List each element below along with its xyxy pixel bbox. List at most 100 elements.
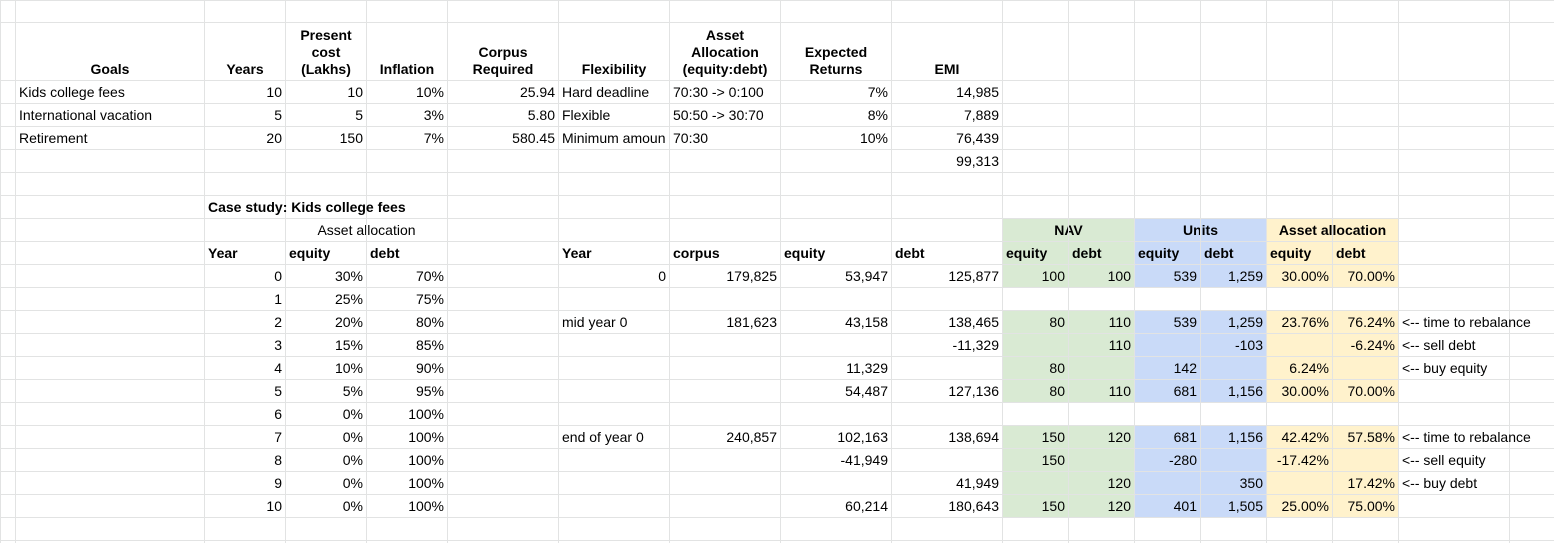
goal-cell[interactable]: 8% [867, 107, 888, 123]
sim-cell[interactable] [1201, 449, 1266, 471]
sim-header-cell[interactable]: equity [1138, 245, 1180, 261]
goal-cell[interactable]: 20 [266, 130, 282, 146]
sim-cell[interactable] [892, 357, 1002, 379]
sim-cell[interactable]: 57.58% [1347, 429, 1395, 445]
sim-cell[interactable]: 240,857 [726, 429, 777, 445]
goal-cell[interactable]: 580.45 [512, 130, 555, 146]
glide-path-cell[interactable]: 25% [334, 291, 363, 307]
years-header[interactable]: Years [205, 23, 285, 80]
glide-path-cell[interactable]: 0 [274, 268, 282, 284]
sim-cell[interactable] [1003, 288, 1068, 310]
sim-cell[interactable]: 1,156 [1227, 429, 1263, 445]
sim-cell[interactable]: 179,825 [726, 268, 777, 284]
sim-cell[interactable]: 17.42% [1347, 475, 1395, 491]
goal-cell[interactable]: 5 [355, 107, 363, 123]
sim-cell[interactable] [1135, 472, 1200, 494]
glide-path-cell[interactable]: 70% [415, 268, 444, 284]
sim-cell[interactable] [781, 288, 891, 310]
sim-cell[interactable]: 6.24% [1289, 360, 1329, 376]
glide-path-cell[interactable]: 75% [415, 291, 444, 307]
goal-cell[interactable]: Hard deadline [562, 84, 650, 100]
sim-cell[interactable] [559, 357, 669, 379]
goal-cell[interactable]: 50:50 -> 30:70 [673, 107, 764, 123]
sim-cell[interactable]: 350 [1239, 475, 1263, 491]
goal-cell[interactable]: Minimum amoun [562, 130, 666, 146]
sim-cell[interactable]: 42.42% [1281, 429, 1329, 445]
glide-path-cell[interactable]: 0% [342, 498, 363, 514]
sim-cell[interactable]: 41,949 [956, 475, 999, 491]
glide-path-cell[interactable]: 0% [342, 429, 363, 445]
glide-path-cell[interactable]: 80% [415, 314, 444, 330]
glide-path-cell[interactable]: 30% [334, 268, 363, 284]
goal-cell[interactable]: 70:30 [673, 130, 709, 146]
goal-cell[interactable]: 25.94 [519, 84, 555, 100]
sim-cell[interactable]: 100 [1107, 268, 1131, 284]
sim-cell[interactable]: 80 [1049, 383, 1065, 399]
sim-cell[interactable] [1069, 449, 1134, 471]
sim-cell[interactable] [1333, 357, 1398, 379]
goal-cell[interactable]: 7,889 [963, 107, 999, 123]
sim-cell[interactable] [559, 334, 669, 356]
goal-cell[interactable]: Kids college fees [19, 84, 125, 100]
sim-cell[interactable]: 125,877 [948, 268, 999, 284]
rebalance-note[interactable]: <-- time to rebalance [1402, 314, 1531, 330]
sim-cell[interactable] [892, 288, 1002, 310]
sim-header-cell[interactable]: equity [784, 245, 826, 261]
goal-cell[interactable]: International vacation [19, 107, 153, 123]
emi-total-cell[interactable]: 99,313 [956, 153, 999, 169]
glide-path-cell[interactable]: 5% [342, 383, 363, 399]
sim-cell[interactable]: 681 [1173, 383, 1197, 399]
goal-cell[interactable]: 10% [859, 130, 888, 146]
rebalance-note[interactable]: <-- buy debt [1402, 475, 1478, 491]
sim-cell[interactable]: end of year 0 [562, 429, 644, 445]
sim-cell[interactable]: 30.00% [1281, 268, 1329, 284]
goal-cell[interactable]: 76,439 [956, 130, 999, 146]
sim-cell[interactable]: 70.00% [1347, 268, 1395, 284]
sim-header-cell[interactable]: debt [1336, 245, 1366, 261]
sim-cell[interactable] [1333, 449, 1398, 471]
sim-cell[interactable] [1333, 288, 1398, 310]
sim-header-cell[interactable]: debt [1072, 245, 1102, 261]
goal-cell[interactable]: 7% [867, 84, 888, 100]
rebalance-note[interactable]: <-- sell debt [1402, 337, 1476, 353]
sim-cell[interactable]: 80 [1049, 314, 1065, 330]
asset-allocation-header[interactable]: Asset Allocation (equity:debt) [670, 23, 780, 80]
glide-path-cell[interactable]: 0% [342, 452, 363, 468]
goal-cell[interactable]: 14,985 [956, 84, 999, 100]
sim-cell[interactable] [670, 357, 780, 379]
goal-cell[interactable]: 70:30 -> 0:100 [673, 84, 764, 100]
glide-path-cell[interactable]: 6 [274, 406, 282, 422]
sim-cell[interactable]: -41,949 [840, 452, 888, 468]
sim-cell[interactable] [559, 288, 669, 310]
glide-path-cell[interactable]: 100% [408, 498, 444, 514]
goal-cell[interactable]: Flexible [562, 107, 611, 123]
glide-path-cell[interactable]: 90% [415, 360, 444, 376]
glide-path-cell[interactable]: 100% [408, 475, 444, 491]
sim-cell[interactable]: 75.00% [1347, 498, 1395, 514]
glide-path-cell[interactable]: 7 [274, 429, 282, 445]
sim-cell[interactable]: 110 [1108, 314, 1131, 330]
glide-path-cell[interactable]: 2 [274, 314, 282, 330]
sim-cell[interactable] [1201, 288, 1266, 310]
sim-cell[interactable] [1003, 403, 1068, 425]
glide-header-cell[interactable]: debt [370, 245, 400, 261]
sim-cell[interactable] [559, 495, 669, 517]
sim-cell[interactable]: 110 [1108, 337, 1131, 353]
sim-cell[interactable]: 181,623 [726, 314, 777, 330]
glide-path-cell[interactable]: 10% [334, 360, 363, 376]
sim-cell[interactable]: -11,329 [952, 337, 999, 353]
glide-path-cell[interactable]: 100% [408, 429, 444, 445]
sim-cell[interactable] [559, 380, 669, 402]
sim-cell[interactable]: 110 [1108, 383, 1131, 399]
sim-cell[interactable] [1003, 334, 1068, 356]
sim-cell[interactable]: 54,487 [845, 383, 888, 399]
glide-path-cell[interactable]: 0% [342, 406, 363, 422]
sim-cell[interactable]: 681 [1173, 429, 1197, 445]
goal-cell[interactable]: 150 [339, 130, 363, 146]
sim-cell[interactable]: 1,156 [1227, 383, 1263, 399]
sim-cell[interactable] [670, 288, 780, 310]
glide-path-cell[interactable]: 1 [274, 291, 282, 307]
glide-path-cell[interactable]: 0% [342, 475, 363, 491]
sim-cell[interactable] [559, 449, 669, 471]
goal-cell[interactable]: 5.80 [527, 107, 555, 123]
